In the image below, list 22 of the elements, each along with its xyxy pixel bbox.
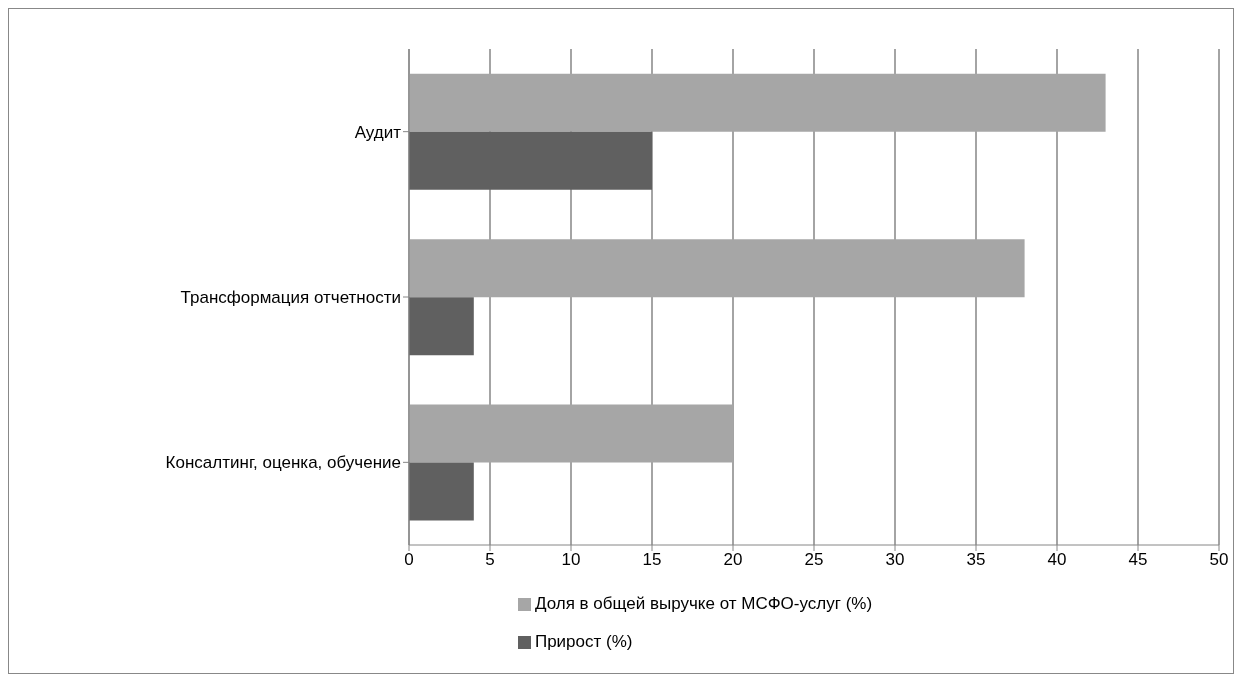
x-tick-label: 30 — [885, 550, 905, 570]
x-tick-label: 15 — [642, 550, 662, 570]
y-tick-label: Трансформация отчетности — [180, 288, 401, 308]
bar — [409, 239, 1025, 298]
bar — [409, 73, 1106, 132]
x-tick-label: 45 — [1128, 550, 1148, 570]
x-tick-label: 0 — [404, 550, 414, 570]
bar — [409, 131, 652, 190]
y-tick-label: Аудит — [354, 122, 402, 142]
x-tick-label: 25 — [804, 550, 824, 570]
x-tick-label: 40 — [1047, 550, 1067, 570]
x-tick-label: 50 — [1209, 550, 1229, 570]
legend-label: Прирост (%) — [534, 632, 633, 651]
legend-label: Доля в общей выручке от МСФО-услуг (%) — [534, 594, 873, 613]
y-tick-label: Консалтинг, оценка, обучение — [165, 453, 401, 473]
x-tick-label: 5 — [485, 550, 495, 570]
x-tick-label: 35 — [966, 550, 986, 570]
bar — [409, 297, 474, 356]
x-tick-label: 10 — [561, 550, 581, 570]
bar — [409, 462, 474, 521]
bar — [409, 404, 733, 463]
x-tick-label: 20 — [723, 550, 743, 570]
